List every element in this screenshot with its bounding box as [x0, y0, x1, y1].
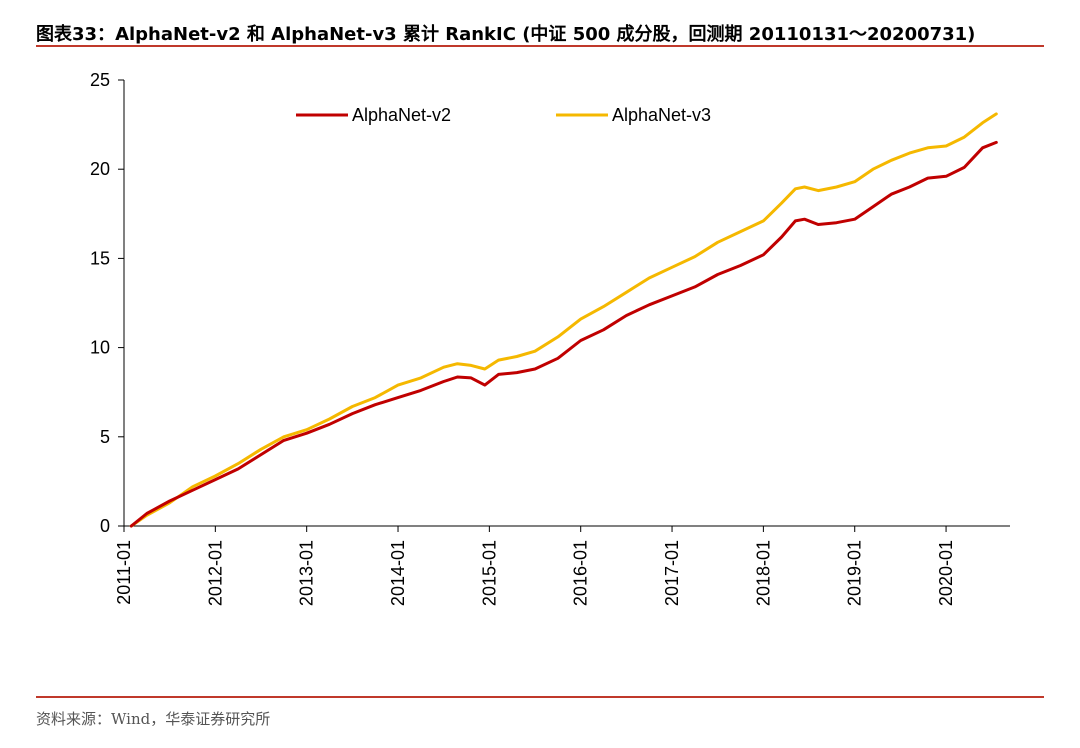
y-tick-label: 10 [90, 338, 110, 358]
y-tick-label: 0 [100, 516, 110, 536]
legend-label: AlphaNet-v2 [352, 105, 451, 125]
x-tick-label: 2011-01 [114, 540, 134, 605]
x-tick-label: 2012-01 [205, 540, 225, 606]
x-tick-label: 2018-01 [753, 540, 773, 606]
y-tick-label: 15 [90, 248, 110, 268]
x-tick-label: 2017-01 [662, 540, 682, 606]
chart-legend: AlphaNet-v2 AlphaNet-v3 [296, 105, 711, 125]
bottom-rule [36, 696, 1044, 698]
x-tick-label: 2014-01 [388, 540, 408, 606]
x-tick-label: 2015-01 [479, 540, 499, 606]
legend-label: AlphaNet-v3 [612, 105, 711, 125]
x-tick-label: 2016-01 [571, 540, 591, 606]
x-tick-label: 2019-01 [845, 540, 865, 606]
series-line-alphanet-v2 [129, 140, 998, 528]
source-note: 资料来源：Wind，华泰证券研究所 [36, 710, 271, 728]
y-tick-label: 25 [90, 70, 110, 90]
chart-series [129, 112, 998, 528]
figure-title-text: AlphaNet-v2 和 AlphaNet-v3 累计 RankIC (中证 … [115, 24, 976, 45]
series-line-alphanet-v3 [129, 112, 998, 528]
figure-title: 图表33：AlphaNet-v2 和 AlphaNet-v3 累计 RankIC… [36, 20, 975, 46]
y-tick-label: 20 [90, 159, 110, 179]
top-rule [36, 45, 1044, 47]
x-tick-label: 2020-01 [936, 540, 956, 606]
figure-label: 图表33： [36, 24, 116, 45]
chart-axes: 0 5 10 15 20 25 2011-01 2012-01 2013-01 2014-01 20… [90, 70, 1010, 606]
x-tick-label: 2013-01 [297, 540, 317, 606]
y-tick-label: 5 [100, 427, 110, 447]
